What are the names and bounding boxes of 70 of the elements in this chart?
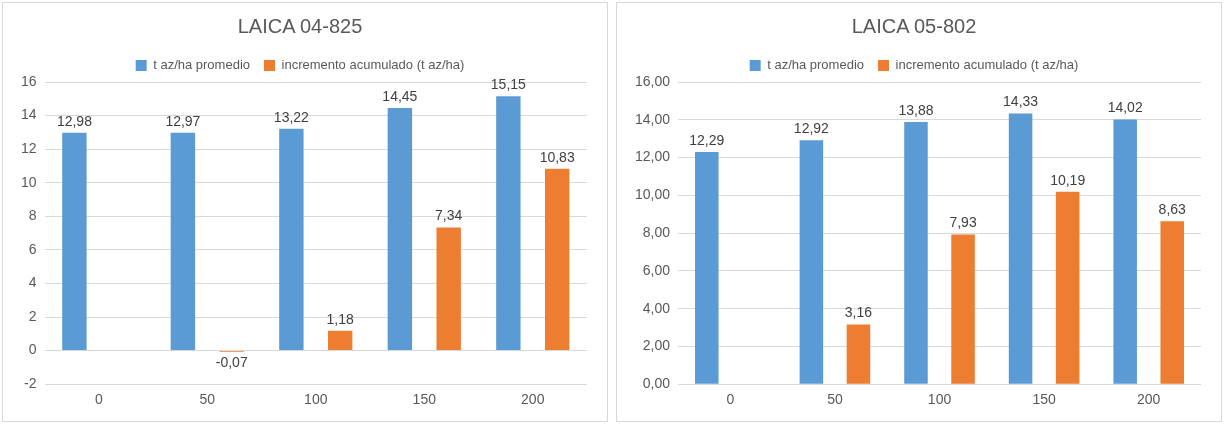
- bar: [170, 132, 196, 351]
- y-tick-label: 16: [20, 72, 37, 89]
- bar: [1113, 119, 1137, 384]
- y-tick-label: 8: [28, 207, 37, 224]
- bar: [496, 96, 521, 351]
- data-label: 12,92: [793, 120, 830, 137]
- chart-title: LAICA 05-802: [851, 14, 977, 37]
- x-tick-label: 150: [412, 391, 437, 408]
- y-tick-label: 6,00: [642, 261, 671, 278]
- y-tick-label: 2,00: [642, 337, 671, 354]
- y-tick-label: 14: [20, 106, 37, 123]
- data-label: 10,83: [539, 148, 575, 165]
- data-label: 3,16: [844, 304, 873, 321]
- x-tick-label: 100: [304, 391, 328, 408]
- legend-label: t az/ha promedio: [767, 57, 865, 73]
- bar: [799, 140, 824, 384]
- bar: [387, 108, 413, 351]
- legend-label: t az/ha promedio: [153, 57, 251, 73]
- x-tick-label: 200: [1137, 391, 1161, 408]
- data-label: 12,29: [689, 131, 725, 148]
- bar: [279, 128, 304, 351]
- x-tick-label: 50: [827, 391, 843, 408]
- chart-title: LAICA 04-825: [237, 14, 363, 37]
- data-label: 8,63: [1158, 201, 1187, 218]
- legend-label: incremento acumulado (t az/ha): [895, 57, 1079, 73]
- data-label: 7,93: [949, 214, 977, 231]
- x-tick-label: 0: [94, 391, 103, 408]
- data-label: 12,98: [56, 112, 93, 129]
- data-label: 1,18: [326, 310, 355, 327]
- bar: [62, 132, 87, 351]
- data-label: 7,34: [435, 207, 463, 224]
- bar: [436, 227, 461, 351]
- bar: [904, 122, 928, 384]
- bar: [1055, 191, 1080, 384]
- y-tick-label: 8,00: [642, 223, 671, 240]
- bar: [1160, 221, 1184, 384]
- y-tick-label: 12: [20, 140, 37, 157]
- y-tick-label: 16,00: [634, 72, 671, 89]
- bar: [695, 152, 719, 384]
- legend-label: incremento acumulado (t az/ha): [281, 57, 465, 73]
- y-tick-label: 10,00: [634, 186, 671, 203]
- bar: [846, 324, 871, 384]
- y-tick-label: 12,00: [634, 148, 671, 165]
- x-tick-label: 50: [199, 391, 216, 408]
- x-tick-label: 0: [726, 391, 735, 408]
- y-tick-label: 0,00: [642, 375, 671, 392]
- y-tick-label: 0: [28, 341, 37, 358]
- bar: [1008, 113, 1033, 384]
- data-label: 14,33: [1003, 93, 1039, 110]
- data-label: 14,02: [1107, 99, 1143, 116]
- data-label: 13,22: [273, 108, 310, 125]
- bar: [951, 234, 975, 384]
- y-tick-label: 14,00: [634, 110, 671, 127]
- data-label: 13,88: [898, 101, 934, 118]
- data-label: 12,97: [165, 112, 201, 129]
- data-label: 10,19: [1050, 171, 1086, 188]
- y-tick-label: 2: [28, 307, 37, 324]
- data-label: 14,45: [382, 87, 418, 104]
- y-tick-label: 4,00: [642, 299, 671, 316]
- x-tick-label: 100: [927, 391, 952, 408]
- data-label: -0,07: [215, 353, 248, 370]
- data-label: 15,15: [490, 76, 527, 93]
- x-tick-label: 150: [1032, 391, 1056, 408]
- y-tick-label: 4: [28, 274, 37, 291]
- y-tick-label: -2: [24, 375, 37, 392]
- bar: [327, 330, 353, 351]
- x-tick-label: 200: [521, 391, 545, 408]
- bar: [544, 168, 570, 351]
- y-tick-label: 6: [28, 240, 37, 257]
- y-tick-label: 10: [20, 173, 37, 190]
